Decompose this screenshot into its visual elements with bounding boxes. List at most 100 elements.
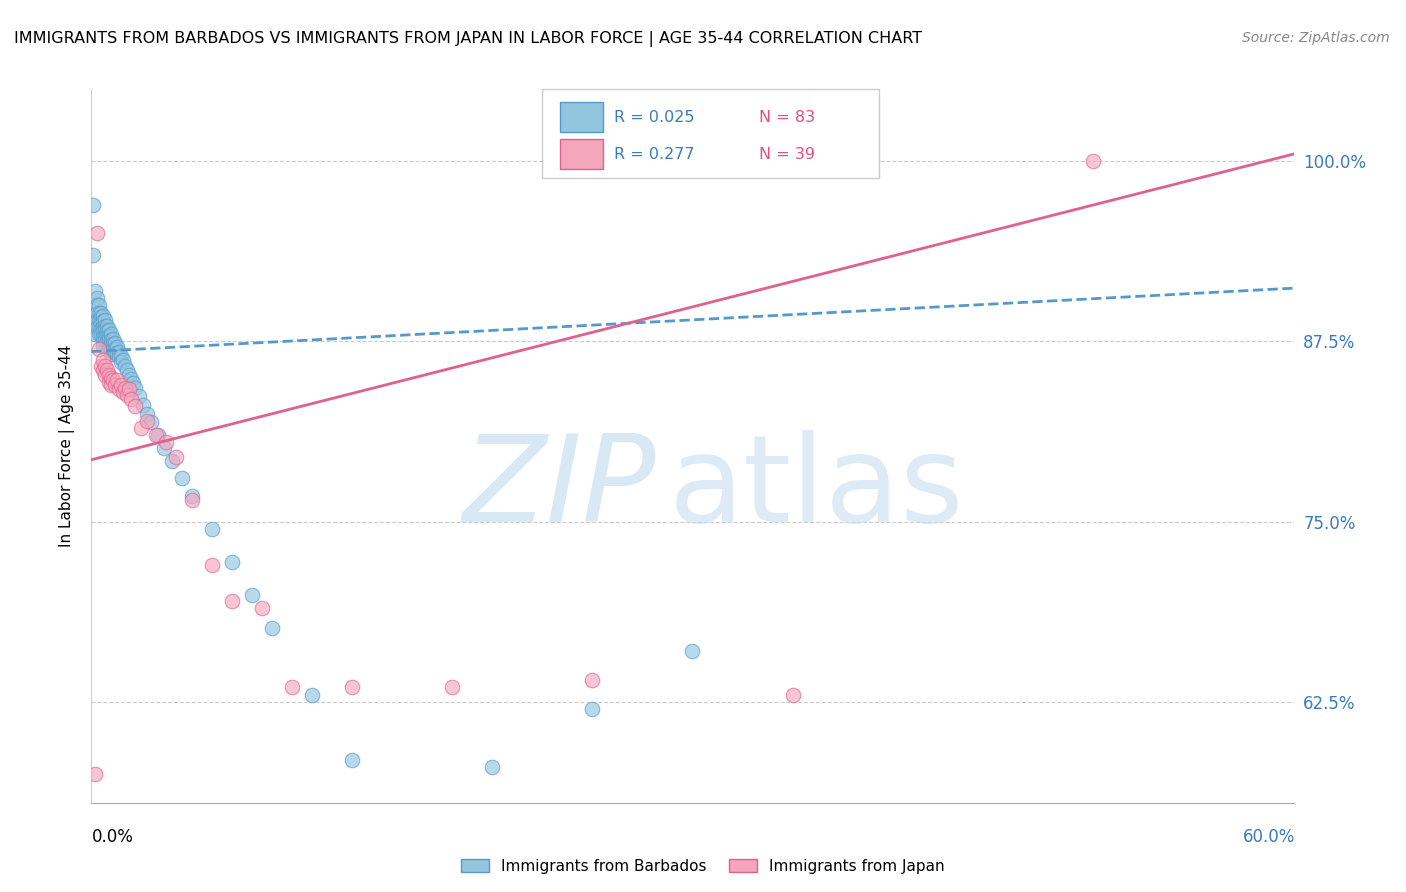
Point — [98, 368, 121, 382]
Point — [180, 493, 202, 508]
Point — [107, 373, 129, 387]
Point — [86, 298, 108, 312]
Point — [124, 381, 146, 395]
Point — [128, 389, 150, 403]
Point — [110, 349, 132, 363]
Point — [107, 340, 129, 354]
Point — [250, 601, 273, 615]
Point — [136, 414, 159, 428]
Point — [86, 313, 108, 327]
Point — [93, 363, 115, 377]
Point — [100, 333, 122, 347]
Point — [155, 435, 177, 450]
Text: N = 83: N = 83 — [759, 110, 814, 125]
Point — [93, 353, 115, 368]
Point — [681, 644, 703, 658]
Point — [86, 291, 108, 305]
Point — [201, 522, 224, 536]
Point — [96, 328, 118, 343]
Point — [94, 333, 117, 347]
Point — [96, 334, 118, 349]
FancyBboxPatch shape — [560, 139, 603, 169]
Point — [89, 327, 111, 342]
Point — [86, 306, 108, 320]
Point — [132, 398, 155, 412]
Point — [160, 454, 183, 468]
Point — [581, 673, 603, 688]
Point — [103, 332, 125, 346]
Point — [100, 343, 122, 358]
Point — [93, 314, 115, 328]
Point — [84, 327, 107, 342]
Point — [89, 320, 111, 334]
Point — [94, 328, 117, 343]
Text: Source: ZipAtlas.com: Source: ZipAtlas.com — [1241, 31, 1389, 45]
Point — [1083, 154, 1105, 169]
Text: 60.0%: 60.0% — [1243, 828, 1295, 846]
Point — [145, 428, 167, 442]
Point — [104, 335, 127, 350]
FancyBboxPatch shape — [560, 102, 603, 132]
Point — [301, 688, 323, 702]
Point — [131, 421, 153, 435]
Point — [114, 381, 136, 395]
Point — [401, 817, 423, 831]
Point — [93, 309, 115, 323]
Text: 0.0%: 0.0% — [91, 828, 134, 846]
Legend: Immigrants from Barbados, Immigrants from Japan: Immigrants from Barbados, Immigrants fro… — [456, 853, 950, 880]
Point — [104, 342, 127, 356]
Point — [581, 702, 603, 716]
Point — [98, 343, 121, 358]
Point — [114, 359, 136, 373]
Point — [170, 471, 193, 485]
Point — [107, 346, 129, 360]
Text: R = 0.277: R = 0.277 — [614, 146, 695, 161]
Point — [240, 588, 263, 602]
Point — [98, 323, 121, 337]
Point — [90, 359, 112, 373]
Text: IMMIGRANTS FROM BARBADOS VS IMMIGRANTS FROM JAPAN IN LABOR FORCE | AGE 35-44 COR: IMMIGRANTS FROM BARBADOS VS IMMIGRANTS F… — [14, 31, 922, 47]
Point — [121, 372, 143, 386]
Point — [112, 353, 135, 368]
Point — [96, 325, 118, 339]
Point — [98, 328, 121, 343]
Point — [201, 558, 224, 572]
Point — [108, 351, 131, 365]
Point — [98, 375, 121, 389]
Text: R = 0.025: R = 0.025 — [614, 110, 695, 125]
Point — [100, 347, 122, 361]
Point — [108, 344, 131, 359]
Point — [124, 400, 146, 414]
Point — [152, 441, 174, 455]
Point — [104, 346, 127, 360]
Point — [89, 298, 111, 312]
Point — [90, 316, 112, 330]
Point — [89, 313, 111, 327]
Point — [340, 753, 363, 767]
Text: N = 39: N = 39 — [759, 146, 814, 161]
Point — [104, 377, 127, 392]
Text: atlas: atlas — [668, 430, 965, 548]
FancyBboxPatch shape — [543, 89, 879, 178]
Point — [103, 337, 125, 351]
Point — [118, 382, 141, 396]
Point — [165, 450, 187, 464]
Point — [86, 320, 108, 334]
Point — [86, 227, 108, 241]
Point — [82, 197, 104, 211]
Point — [180, 489, 202, 503]
Point — [221, 555, 243, 569]
Point — [90, 321, 112, 335]
Point — [93, 320, 115, 334]
Point — [94, 323, 117, 337]
Point — [121, 392, 143, 406]
Point — [96, 318, 118, 333]
Point — [100, 377, 122, 392]
Point — [94, 313, 117, 327]
Point — [100, 370, 122, 384]
Point — [340, 681, 363, 695]
Point — [141, 415, 163, 429]
Point — [94, 318, 117, 333]
Point — [93, 325, 115, 339]
Point — [100, 337, 122, 351]
